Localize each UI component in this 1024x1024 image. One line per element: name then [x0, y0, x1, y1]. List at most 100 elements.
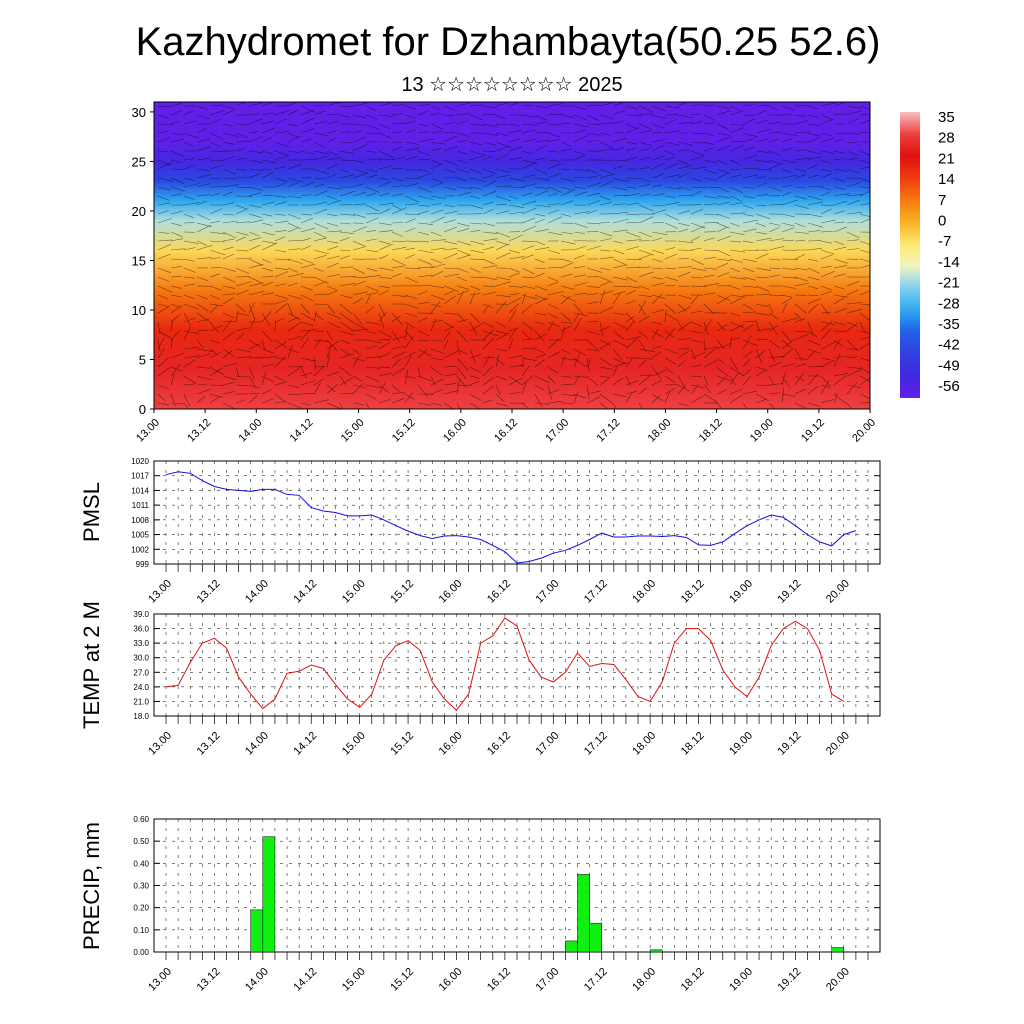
temp-y-tick-label: 18.0: [133, 712, 149, 721]
pmsl-x-tick-label: 13.12: [195, 578, 223, 606]
pmsl-y-tick-label: 1002: [131, 545, 149, 554]
precip-y-tick-label: 0.20: [133, 904, 149, 913]
cs-x-tick-label: 13.00: [134, 417, 162, 445]
precip-y-tick-label: 0.40: [133, 859, 149, 868]
pmsl-panel: PMSL 999 1002 1005 1008 1011 1014 1017 1020 13.0…: [79, 457, 881, 606]
temp-x-tick-label: 17.00: [533, 730, 561, 758]
pmsl-y-tick-label: 1017: [131, 472, 149, 481]
cs-y-tick-label: 30: [132, 105, 146, 120]
cs-x-tick-label: 18.12: [697, 417, 725, 445]
precip-x-tick-label: 19.00: [727, 966, 755, 994]
colorbar-label: 21: [938, 150, 955, 167]
precip-y-tick-label: 0.10: [133, 926, 149, 935]
pmsl-y-tick-label: 1005: [131, 531, 149, 540]
pmsl-x-tick-label: 15.00: [340, 578, 368, 606]
precip-y-tick-label: 0.00: [133, 948, 149, 957]
pmsl-y-tick-label: 1008: [131, 516, 149, 525]
wind-barbs: [157, 102, 870, 409]
pmsl-x-tick-label: 14.00: [243, 578, 271, 606]
cs-x-tick-label: 16.12: [492, 417, 520, 445]
temp-y-tick-label: 36.0: [133, 625, 149, 634]
colorbar-label: -35: [938, 316, 960, 333]
pmsl-x-tick-label: 14.12: [291, 578, 319, 606]
temp-panel: TEMP at 2 M 18.0 21.0 24.0 27.0 30.0 33.0 36.0…: [79, 601, 881, 758]
cs-y-tick-label: 25: [132, 154, 146, 169]
precip-x-tick-label: 18.00: [630, 966, 658, 994]
temp-y-tick-label: 27.0: [133, 668, 149, 677]
cs-x-tick-label: 17.12: [594, 417, 622, 445]
precip-x-tick-label: 16.12: [485, 966, 513, 994]
temp-x-tick-label: 15.00: [340, 730, 368, 758]
temp-y-tick-label: 21.0: [133, 697, 149, 706]
precip-bar: [831, 947, 845, 953]
cs-x-tick-label: 13.12: [185, 417, 213, 445]
temp-y-tick-label: 30.0: [133, 654, 149, 663]
wind-barb-field: [157, 102, 870, 409]
precip-x-tick-label: 17.00: [533, 966, 561, 994]
temp-x-tick-label: 16.12: [485, 730, 513, 758]
cs-x-tick-label: 20.00: [850, 417, 878, 445]
cs-x-tick-label: 16.00: [441, 417, 469, 445]
precip-bar: [649, 949, 663, 953]
warm-spot: [812, 350, 870, 409]
pmsl-x-tick-label: 16.00: [437, 578, 465, 606]
precip-x-tick-label: 13.00: [146, 966, 174, 994]
warm-spot: [668, 355, 758, 409]
colorbar-labels: 35 28 21 14 7 0 -7 -14 -21 -28 -35 -42 -49 -56: [938, 109, 960, 395]
warm-spot: [154, 350, 260, 409]
temp-x-tick-label: 13.12: [195, 730, 223, 758]
colorbar-label: 28: [938, 130, 955, 147]
pmsl-frame: [153, 460, 881, 565]
precip-bar: [589, 922, 602, 953]
colorbar-label: 0: [938, 213, 946, 230]
pmsl-x-tick-label: 16.12: [485, 578, 513, 606]
pmsl-y-tick-label: 1020: [131, 457, 149, 466]
page-subtitle: 13 ☆☆☆☆☆☆☆☆ 2025: [401, 74, 622, 96]
precip-y-tick-label: 0.50: [133, 837, 149, 846]
cs-y-tick-label: 10: [132, 303, 146, 318]
colorbar-label: 14: [938, 171, 955, 188]
precip-y-tick-label: 0.30: [133, 882, 149, 891]
colorbar-label: 35: [938, 109, 955, 126]
pmsl-x-tick-label: 15.12: [388, 578, 416, 606]
colorbar-label: -14: [938, 254, 960, 271]
temp-y-tick-label: 33.0: [133, 639, 149, 648]
precip-ylabel: PRECIP, mm: [79, 822, 104, 950]
temp-x-tick-label: 14.12: [291, 730, 319, 758]
precip-x-tick-label: 14.12: [291, 966, 319, 994]
cross-section-panel: 0 5 10 15 20 25 30 13.00 13.12 14.00 14.12 15.00 15…: [132, 101, 878, 445]
pmsl-x-tick-label: 19.00: [727, 578, 755, 606]
cs-x-tick-label: 15.00: [339, 417, 367, 445]
pmsl-x-tick-label: 20.00: [824, 578, 852, 606]
cs-y-tick-label: 0: [139, 402, 146, 417]
pmsl-x-tick-label: 13.00: [146, 578, 174, 606]
precip-bar: [577, 874, 590, 953]
precip-bar: [262, 836, 276, 953]
temp-x-tick-label: 18.00: [630, 730, 658, 758]
warm-spot: [467, 335, 587, 409]
precip-x-tick-label: 16.00: [437, 966, 465, 994]
cs-y-tick-label: 15: [132, 253, 146, 268]
temp-x-tick-label: 17.12: [582, 730, 610, 758]
cs-x-tick-label: 14.00: [236, 417, 264, 445]
precip-y-tick-label: 0.60: [133, 815, 149, 824]
colorbar-label: -21: [938, 275, 960, 292]
pmsl-x-tick-label: 17.12: [582, 578, 610, 606]
temp-x-tick-label: 14.00: [243, 730, 271, 758]
precip-x-tick-label: 19.12: [776, 966, 804, 994]
cs-x-tick-label: 18.00: [646, 417, 674, 445]
temp-x-tick-label: 16.00: [437, 730, 465, 758]
pmsl-series-line: [165, 471, 857, 564]
cs-x-tick-label: 17.00: [543, 417, 571, 445]
cs-x-tick-label: 14.12: [288, 417, 316, 445]
colorbar-label: 7: [938, 192, 946, 209]
temp-frame: [153, 613, 881, 717]
temp-y-tick-label: 39.0: [133, 610, 149, 619]
temp-series-line: [165, 617, 845, 711]
colorbar: 35 28 21 14 7 0 -7 -14 -21 -28 -35 -42 -49 -56: [900, 109, 960, 398]
page-title: Kazhydromet for Dzhambayta(50.25 52.6): [136, 20, 881, 64]
pmsl-y-tick-label: 1014: [131, 486, 149, 495]
temp-x-tick-label: 18.12: [679, 730, 707, 758]
temp-x-tick-label: 19.12: [776, 730, 804, 758]
